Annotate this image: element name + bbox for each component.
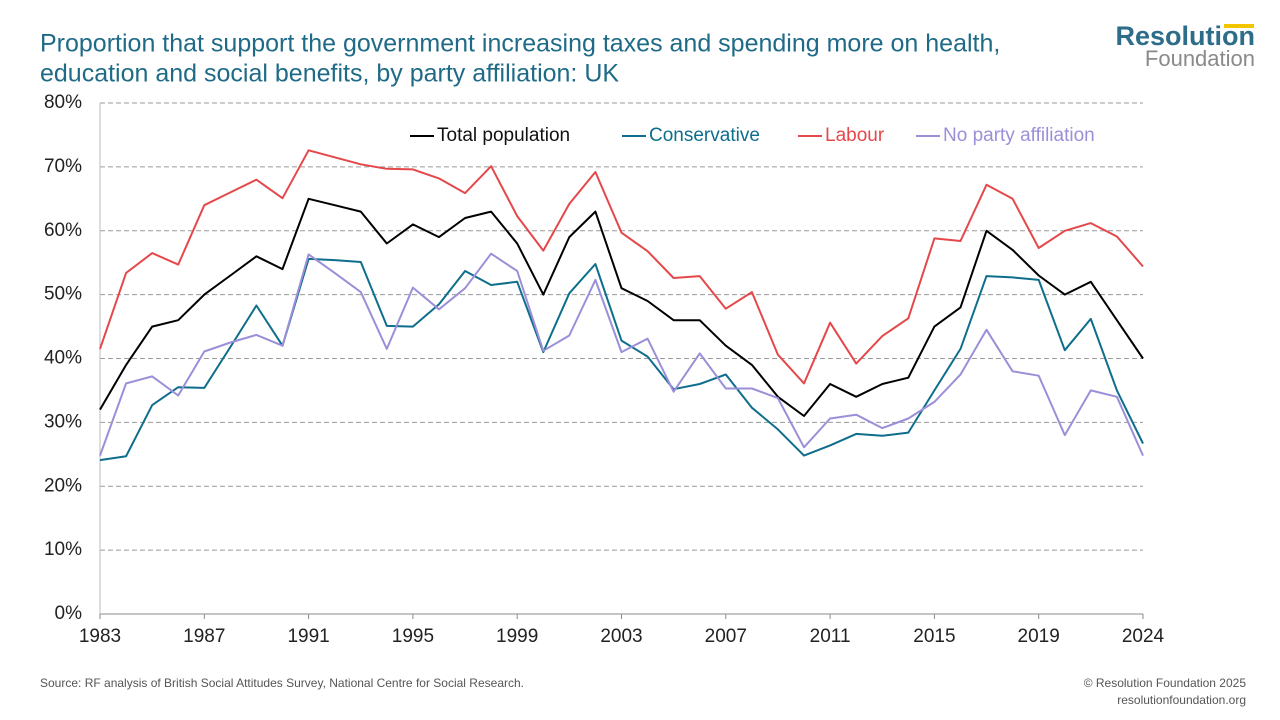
legend-label: No party affiliation bbox=[943, 125, 1095, 146]
x-tick-label: 2003 bbox=[600, 626, 642, 647]
logo-accent bbox=[1224, 24, 1254, 28]
y-tick-label: 60% bbox=[44, 220, 82, 241]
series-line bbox=[99, 257, 1144, 462]
x-tick-label: 1995 bbox=[392, 626, 434, 647]
series-line bbox=[99, 149, 1144, 385]
y-tick-label: 70% bbox=[44, 156, 82, 177]
y-tick-label: 10% bbox=[44, 539, 82, 560]
series-line bbox=[99, 197, 1144, 417]
x-tick-label: 2024 bbox=[1122, 626, 1165, 647]
x-tick-label: 1983 bbox=[79, 626, 121, 647]
source: Source: RF analysis of British Social At… bbox=[40, 676, 524, 690]
x-tick-label: 2015 bbox=[913, 626, 955, 647]
y-tick-label: 30% bbox=[44, 411, 82, 432]
y-tick-label: 0% bbox=[55, 603, 83, 624]
legend-label: Total population bbox=[437, 125, 570, 146]
copyright: © Resolution Foundation 2025 bbox=[1084, 676, 1247, 690]
x-tick-label: 2011 bbox=[810, 626, 851, 647]
y-tick-label: 80% bbox=[44, 92, 82, 113]
x-tick-label: 2007 bbox=[705, 626, 747, 647]
y-tick-label: 50% bbox=[44, 284, 82, 305]
website: resolutionfoundation.org bbox=[1117, 693, 1246, 707]
logo: Resolution bbox=[1116, 21, 1256, 51]
chart-title: education and social benefits, by party … bbox=[40, 60, 619, 88]
x-tick-label: 1991 bbox=[287, 626, 329, 647]
chart-title: Proportion that support the government i… bbox=[40, 30, 1000, 58]
x-tick-label: 2019 bbox=[1018, 626, 1060, 647]
y-tick-label: 20% bbox=[44, 475, 82, 496]
logo: Foundation bbox=[1145, 46, 1255, 71]
legend-label: Labour bbox=[825, 125, 885, 146]
x-tick-label: 1987 bbox=[183, 626, 225, 647]
series-line bbox=[99, 252, 1144, 457]
legend-label: Conservative bbox=[649, 125, 760, 146]
x-tick-label: 1999 bbox=[496, 626, 538, 647]
y-tick-label: 40% bbox=[44, 348, 82, 369]
